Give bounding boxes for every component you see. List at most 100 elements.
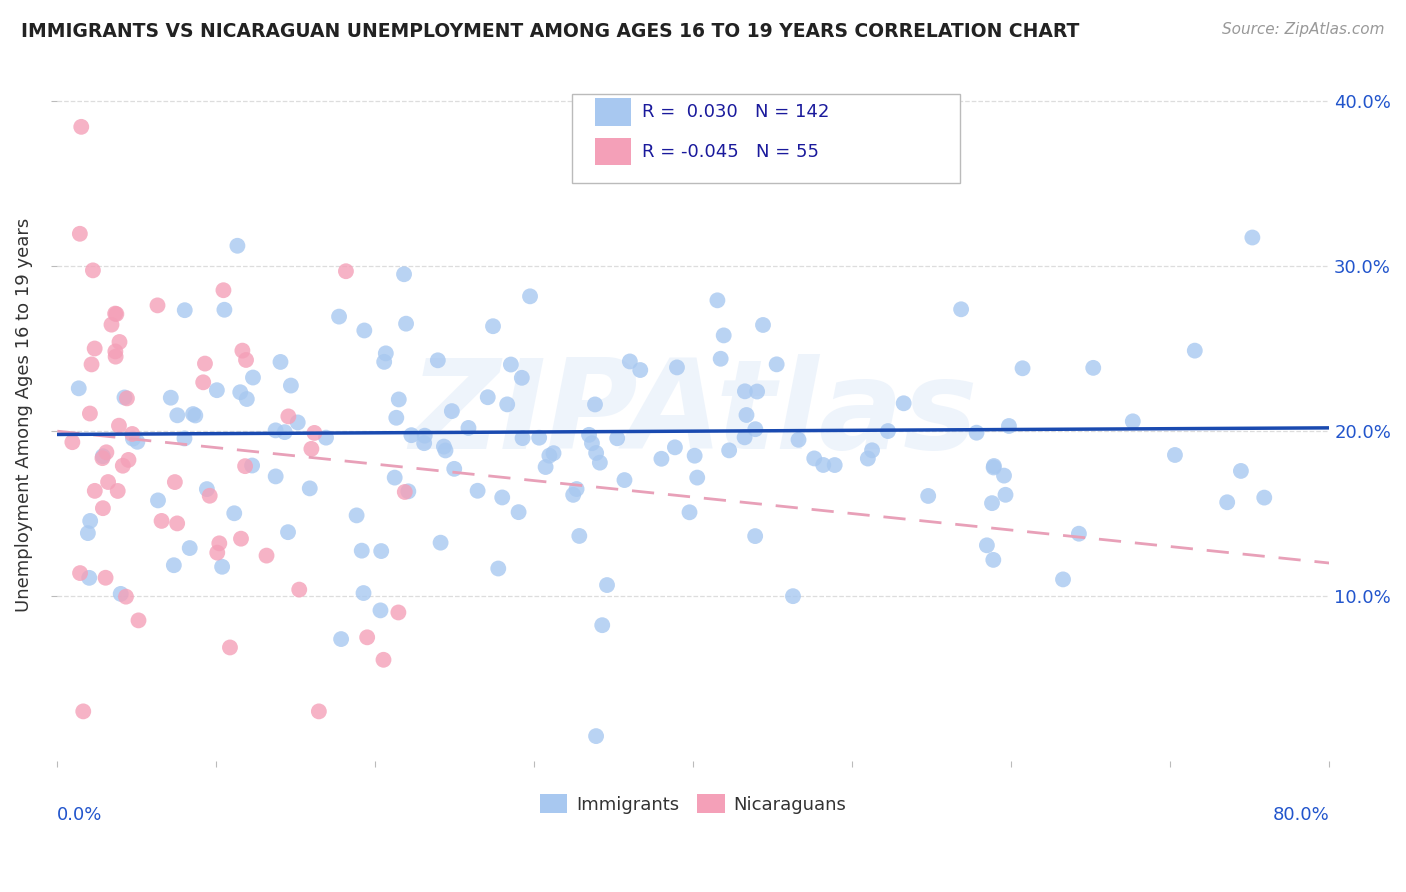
Point <box>163 475 186 489</box>
Point <box>983 460 1005 475</box>
Point <box>994 488 1017 502</box>
Point <box>111 458 134 473</box>
Point <box>315 431 337 445</box>
Point <box>195 482 218 496</box>
Point <box>193 376 215 390</box>
Point <box>104 344 127 359</box>
Point <box>993 468 1015 483</box>
FancyBboxPatch shape <box>572 95 960 183</box>
Point <box>713 328 735 343</box>
Point <box>370 603 392 617</box>
Point <box>401 428 423 442</box>
Point <box>277 409 299 424</box>
Point <box>104 307 127 321</box>
Point <box>173 432 195 446</box>
Point <box>146 298 169 312</box>
Point <box>72 705 94 719</box>
Point <box>1184 343 1206 358</box>
Point <box>508 505 530 519</box>
Point <box>211 559 233 574</box>
Point <box>373 355 395 369</box>
Point <box>384 470 406 484</box>
Point <box>77 526 100 541</box>
Point <box>77 571 100 585</box>
Point <box>236 392 259 406</box>
Point <box>998 419 1021 434</box>
Point <box>121 427 143 442</box>
Point <box>212 283 235 297</box>
Point <box>735 408 758 422</box>
Point <box>117 453 139 467</box>
Point <box>917 489 939 503</box>
Point <box>70 120 93 134</box>
Point <box>568 529 591 543</box>
Point <box>496 397 519 411</box>
Point <box>426 353 449 368</box>
Point <box>1083 360 1105 375</box>
Point <box>744 529 766 543</box>
Point <box>269 355 291 369</box>
Point <box>710 351 733 366</box>
Point <box>166 409 188 423</box>
Point <box>413 436 436 450</box>
Point <box>482 319 505 334</box>
Point <box>150 514 173 528</box>
Point <box>686 470 709 484</box>
Point <box>752 318 775 332</box>
Point <box>184 409 207 423</box>
Point <box>224 506 246 520</box>
Point <box>373 653 395 667</box>
Point <box>79 407 101 421</box>
Point <box>578 428 600 442</box>
Point <box>613 473 636 487</box>
Bar <box>595 98 631 126</box>
Point <box>264 423 287 437</box>
Point <box>413 428 436 442</box>
Point <box>395 317 418 331</box>
Point <box>718 443 741 458</box>
Point <box>328 310 350 324</box>
Point <box>308 705 330 719</box>
Point <box>256 549 278 563</box>
Point <box>97 475 120 489</box>
Point <box>1011 361 1033 376</box>
Point <box>229 532 252 546</box>
Legend: Immigrants, Nicaraguans: Immigrants, Nicaraguans <box>533 788 853 821</box>
Point <box>765 357 787 371</box>
Y-axis label: Unemployment Among Ages 16 to 19 years: Unemployment Among Ages 16 to 19 years <box>15 218 32 612</box>
Point <box>94 571 117 585</box>
Point <box>60 435 83 450</box>
Point <box>374 346 396 360</box>
Point <box>387 606 409 620</box>
Point <box>856 451 879 466</box>
Point <box>706 293 728 308</box>
Point <box>287 416 309 430</box>
Point <box>69 566 91 580</box>
Point <box>159 391 181 405</box>
Point <box>107 483 129 498</box>
Point <box>350 543 373 558</box>
Point <box>983 458 1005 473</box>
Point <box>664 440 686 454</box>
Point <box>619 354 641 368</box>
Point <box>499 358 522 372</box>
Point <box>534 460 557 475</box>
Point <box>1067 526 1090 541</box>
Point <box>543 446 565 460</box>
Point <box>1230 464 1253 478</box>
Point <box>264 469 287 483</box>
Point <box>665 360 688 375</box>
Point <box>226 239 249 253</box>
Point <box>486 561 509 575</box>
Point <box>346 508 368 523</box>
Point <box>115 590 138 604</box>
Point <box>860 443 883 458</box>
Point <box>240 458 263 473</box>
Point <box>128 613 150 627</box>
Point <box>181 407 204 421</box>
Point <box>235 353 257 368</box>
Point <box>562 488 585 502</box>
Point <box>179 541 201 555</box>
Point <box>330 632 353 646</box>
Bar <box>595 137 631 165</box>
